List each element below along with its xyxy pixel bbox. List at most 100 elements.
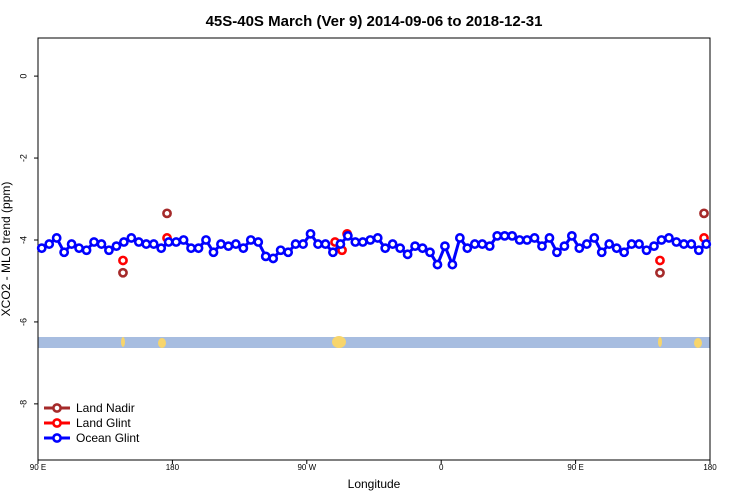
data-point — [410, 241, 420, 252]
data-point — [260, 251, 271, 262]
data-point — [634, 239, 644, 249]
x-tick-label: 0 — [439, 463, 444, 472]
data-point — [574, 243, 585, 254]
data-point — [559, 241, 570, 252]
legend-label: Land Nadir — [76, 401, 135, 415]
land-patch — [121, 337, 125, 347]
y-tick-label: -8 — [18, 400, 28, 408]
data-point — [89, 237, 99, 247]
data-point — [477, 239, 488, 249]
land-patch — [332, 336, 346, 348]
land-patch — [694, 338, 702, 348]
data-point — [186, 243, 196, 254]
data-point — [253, 237, 264, 247]
data-point — [365, 235, 376, 245]
data-point — [335, 239, 346, 249]
data-point — [320, 239, 331, 249]
data-point — [133, 237, 144, 247]
data-point — [141, 239, 152, 249]
data-point — [678, 239, 689, 249]
data-point — [208, 247, 219, 258]
data-point — [290, 239, 301, 249]
land-patch — [658, 337, 662, 347]
data-point — [126, 233, 137, 243]
x-tick-label: 90 E — [567, 463, 583, 472]
data-point — [163, 237, 174, 247]
data-point — [148, 239, 159, 249]
data-point — [59, 247, 70, 258]
data-point — [537, 241, 547, 252]
data-point — [552, 247, 562, 258]
data-point — [492, 230, 503, 241]
data-point — [604, 239, 615, 249]
data-point — [522, 235, 532, 245]
data-point — [357, 237, 368, 247]
data-point — [380, 243, 391, 254]
y-tick-label: -2 — [18, 154, 28, 162]
data-point — [395, 243, 406, 254]
data-point — [529, 233, 540, 243]
data-point — [178, 235, 189, 245]
legend-marker — [52, 433, 62, 443]
data-point — [44, 239, 55, 249]
data-point — [328, 247, 338, 258]
x-tick-label: 180 — [166, 463, 180, 472]
data-point — [36, 243, 47, 254]
data-point — [581, 239, 592, 249]
data-point — [499, 230, 510, 241]
data-point — [611, 243, 622, 254]
legend-label: Ocean Glint — [76, 431, 140, 445]
data-point — [118, 255, 128, 266]
data-point — [372, 233, 383, 243]
data-point — [96, 239, 107, 249]
data-point — [111, 241, 122, 252]
x-tick-label: 180 — [703, 463, 717, 472]
data-point — [51, 233, 62, 243]
data-point — [350, 237, 361, 247]
y-tick-label: 0 — [18, 74, 28, 79]
data-point — [432, 259, 443, 270]
data-point — [566, 230, 577, 241]
data-point — [342, 230, 353, 241]
plot-frame — [37, 37, 711, 461]
data-point — [544, 233, 555, 243]
data-point — [447, 259, 458, 270]
data-point — [649, 241, 659, 252]
chart-title: 45S-40S March (Ver 9) 2014-09-06 to 2018… — [206, 13, 543, 30]
legend-marker — [52, 403, 62, 413]
data-point — [469, 239, 480, 249]
data-point — [425, 247, 435, 258]
data-point — [626, 239, 637, 249]
y-axis-label: XCO2 - MLO trend (ppm) — [0, 182, 13, 317]
ocean-strip — [38, 337, 710, 348]
y-tick-label: -6 — [18, 318, 28, 326]
data-point — [223, 241, 234, 252]
data-point — [162, 208, 172, 219]
land-patch — [158, 338, 166, 348]
data-point — [589, 233, 600, 243]
data-point — [402, 249, 413, 260]
data-point — [313, 239, 323, 249]
data-point — [655, 255, 665, 266]
x-axis-label: Longitude — [348, 477, 401, 491]
y-tick-label: -4 — [18, 236, 28, 244]
data-point — [619, 247, 630, 258]
data-point — [193, 243, 204, 254]
data-point — [699, 208, 709, 219]
data-point — [655, 267, 665, 278]
data-point — [104, 245, 114, 256]
data-point — [507, 230, 518, 241]
data-point — [230, 239, 241, 249]
data-point — [118, 267, 128, 278]
data-point — [245, 235, 256, 245]
data-point — [440, 241, 450, 252]
data-point — [686, 239, 697, 249]
data-point — [275, 245, 286, 256]
data-point — [268, 253, 279, 264]
data-point — [66, 239, 77, 249]
land-strip — [38, 336, 710, 348]
data-point — [693, 245, 704, 256]
data-point — [156, 243, 167, 254]
data-point — [81, 245, 92, 256]
